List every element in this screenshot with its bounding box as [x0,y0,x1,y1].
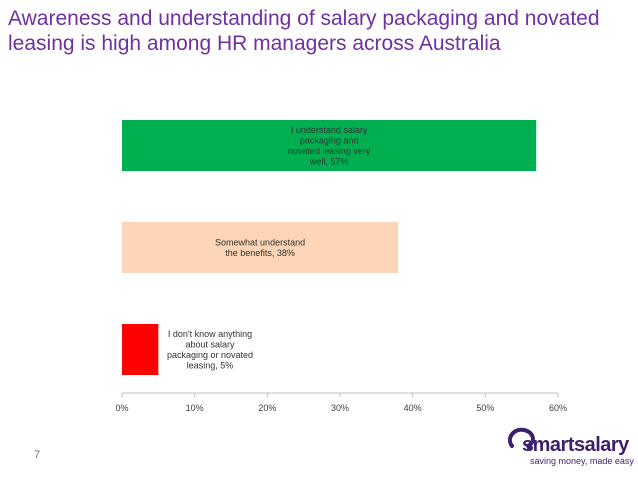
bar-3 [122,324,159,375]
page-title: Awareness and understanding of salary pa… [8,7,600,55]
bar-2-data-label: Somewhat understand the benefits, 38% [215,237,305,258]
x-tick-label: 0% [115,403,128,413]
bar-1-data-label: I understand salary packaging and novated … [288,125,371,167]
logo-wordmark: smartsalary [522,434,629,456]
x-tick-label: 40% [404,403,422,413]
bar-2 [122,222,399,273]
page-number: 7 [34,449,41,461]
x-tick-label: 30% [331,403,349,413]
bar-1 [122,120,537,171]
bar-3-data-label: I don't know anything about salary packagi… [167,329,253,371]
logo-tagline: saving money, made easy [530,456,634,466]
x-tick-label: 10% [186,403,204,413]
x-tick-label: 50% [476,403,494,413]
x-tick-label: 20% [258,403,276,413]
x-tick-label: 60% [549,403,567,413]
smartsalary-swirl-icon [507,427,535,451]
smartsalary-logo: smartsalary saving money, made easy [500,424,634,468]
